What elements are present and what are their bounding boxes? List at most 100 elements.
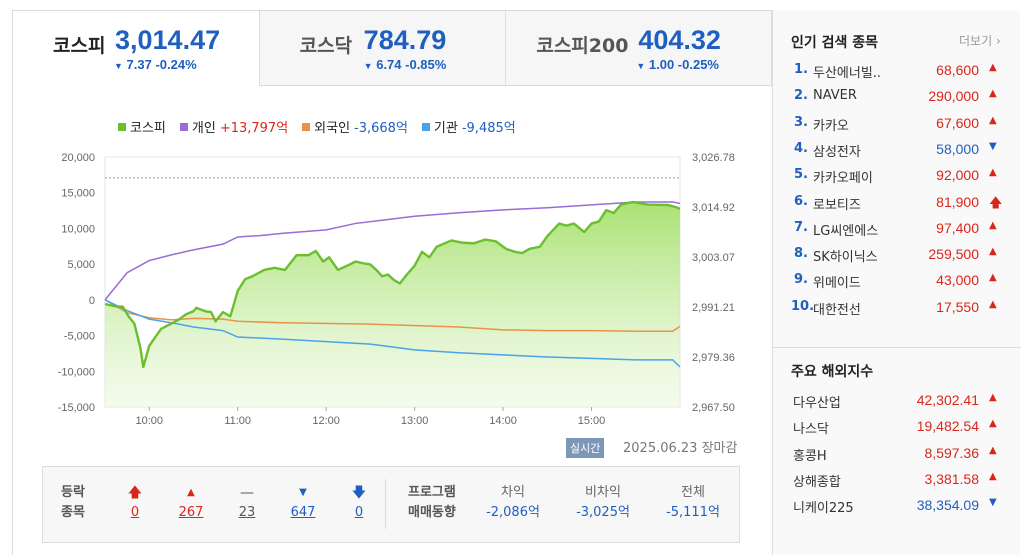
tab-change: ▼ 1.00 -0.25% bbox=[636, 57, 719, 72]
popular-item[interactable]: 1. 두산에너빌.. 68,600 ▲ bbox=[773, 62, 1021, 88]
x-tick-label: 15:00 bbox=[578, 415, 606, 427]
x-tick-label: 13:00 bbox=[401, 415, 429, 427]
stock-name[interactable]: 로보티즈 bbox=[813, 197, 861, 213]
popular-item[interactable]: 10. 대한전선 17,550 ▲ bbox=[773, 299, 1021, 325]
legend-name: 기관 bbox=[433, 121, 458, 136]
stock-name[interactable]: LG씨엔에스 bbox=[813, 223, 879, 239]
up-arrow-icon: ▲ bbox=[989, 444, 997, 456]
rank: 7. bbox=[794, 219, 808, 235]
up-arrow-icon: ▲ bbox=[989, 298, 997, 310]
breadth-count[interactable]: 23 bbox=[238, 505, 256, 520]
y-right-tick-label: 3,014.92 bbox=[692, 202, 735, 214]
world-index-item[interactable]: 상해종합 3,381.58 ▲ bbox=[773, 471, 1021, 497]
down-triangle-icon: ▼ bbox=[636, 61, 646, 71]
index-value: 8,597.36 bbox=[924, 444, 980, 461]
tab-value: 404.32 bbox=[638, 25, 721, 55]
tab-kosdaq[interactable]: 코스닥 784.79 ▼ 6.74 -0.85% bbox=[259, 10, 507, 86]
breadth-count[interactable]: 0 bbox=[354, 505, 364, 520]
world-title: 주요 해외지수 bbox=[791, 364, 874, 380]
y-left-tick-label: 15,000 bbox=[61, 188, 95, 200]
rank: 6. bbox=[794, 193, 808, 209]
divider bbox=[385, 479, 386, 529]
x-tick-label: 12:00 bbox=[312, 415, 340, 427]
popular-item[interactable]: 9. 위메이드 43,000 ▲ bbox=[773, 272, 1021, 298]
down-arrow-icon: ▼ bbox=[989, 497, 997, 509]
world-index-item[interactable]: 나스닥 19,482.54 ▲ bbox=[773, 418, 1021, 444]
world-index-item[interactable]: 니케이225 38,354.09 ▼ bbox=[773, 497, 1021, 523]
world-index-item[interactable]: 홍콩H 8,597.36 ▲ bbox=[773, 445, 1021, 471]
more-label: 더보기 bbox=[959, 34, 993, 48]
popular-item[interactable]: 2. NAVER 290,000 ▲ bbox=[773, 88, 1021, 114]
index-name[interactable]: 다우산업 bbox=[793, 396, 841, 411]
stock-price: 81,900 bbox=[936, 193, 979, 210]
y-right-tick-label: 2,967.50 bbox=[692, 402, 735, 414]
stock-name[interactable]: 두산에너빌.. bbox=[813, 66, 882, 81]
index-value: 19,482.54 bbox=[916, 418, 979, 435]
divider bbox=[773, 347, 1021, 348]
stock-price: 92,000 bbox=[936, 167, 979, 184]
legend-item-foreign: 외국인 -3,668억 bbox=[302, 117, 408, 136]
change-text: 6.74 -0.85% bbox=[376, 57, 447, 72]
up-arrow-icon: ▲ bbox=[989, 167, 997, 179]
y-left-tick-label: 5,000 bbox=[67, 259, 95, 271]
up-arrow-icon: ▲ bbox=[989, 246, 997, 258]
up-arrow-icon: ▲ bbox=[989, 219, 997, 231]
popular-item[interactable]: 4. 삼성전자 58,000 ▼ bbox=[773, 141, 1021, 167]
stock-name[interactable]: 위메이드 bbox=[813, 276, 861, 292]
intraday-chart[interactable]: 20,000 15,000 10,000 5,000 0 -5,000 -10,000 -15… bbox=[13, 87, 773, 432]
popular-item[interactable]: 3. 카카오 67,600 ▲ bbox=[773, 115, 1021, 141]
breadth-count[interactable]: 647 bbox=[290, 505, 316, 520]
more-link[interactable]: 더보기 › bbox=[959, 32, 1001, 49]
y-left-tick-label: 10,000 bbox=[61, 223, 95, 235]
breadth-rise: ▲ 267 bbox=[171, 483, 211, 523]
stock-name[interactable]: 카카오페이 bbox=[813, 171, 873, 187]
up-arrow-icon: ▲ bbox=[989, 114, 997, 126]
breadth-count[interactable]: 267 bbox=[178, 505, 204, 520]
breadth-label-line2: 종목 bbox=[61, 505, 85, 520]
stock-name[interactable]: NAVER bbox=[813, 88, 857, 104]
tab-change: ▼ 7.37 -0.24% bbox=[114, 57, 197, 72]
index-name[interactable]: 홍콩H bbox=[793, 448, 827, 464]
popular-item[interactable]: 6. 로보티즈 81,900 🡅 bbox=[773, 194, 1021, 220]
program-header: 차익 bbox=[501, 485, 525, 500]
stock-price: 97,400 bbox=[936, 219, 979, 236]
rank: 10. bbox=[791, 298, 815, 314]
upper-limit-icon: 🡅 bbox=[127, 485, 143, 501]
breadth-count[interactable]: 0 bbox=[130, 505, 140, 520]
stock-name[interactable]: 삼성전자 bbox=[813, 144, 861, 160]
tab-name: 코스피200 bbox=[536, 35, 629, 57]
x-tick-label: 10:00 bbox=[135, 415, 163, 427]
change-text: 7.37 -0.24% bbox=[126, 57, 197, 72]
series-line-외국인 bbox=[104, 299, 681, 333]
stock-name[interactable]: SK하이닉스 bbox=[813, 250, 878, 266]
index-name[interactable]: 나스닥 bbox=[793, 422, 829, 438]
legend-item-individual: 개인 +13,797억 bbox=[179, 117, 288, 136]
series-line-기관 bbox=[104, 299, 681, 368]
tab-kospi200[interactable]: 코스피200 404.32 ▼ 1.00 -0.25% bbox=[506, 10, 772, 86]
stock-name[interactable]: 대한전선 bbox=[813, 302, 861, 318]
popular-item[interactable]: 7. LG씨엔에스 97,400 ▲ bbox=[773, 220, 1021, 246]
index-name[interactable]: 상해종합 bbox=[793, 474, 841, 490]
rank: 2. bbox=[794, 88, 808, 104]
index-value: 38,354.09 bbox=[916, 497, 979, 514]
stock-price: 67,600 bbox=[936, 114, 979, 131]
y-left-tick-label: -10,000 bbox=[58, 366, 95, 378]
stock-price: 58,000 bbox=[936, 140, 979, 157]
legend-item-institution: 기관 -9,485억 bbox=[421, 117, 516, 136]
index-name[interactable]: 니케이225 bbox=[793, 501, 854, 517]
stock-name[interactable]: 카카오 bbox=[813, 118, 849, 134]
timestamp: 2025.06.23 장마감 bbox=[623, 441, 738, 456]
popular-title: 인기 검색 종목 bbox=[791, 35, 879, 51]
rank: 9. bbox=[794, 272, 808, 288]
realtime-badge: 실시간 bbox=[566, 438, 605, 458]
chart-legend: 코스피 개인 +13,797억 외국인 -3,668억 기관 -9,485억 bbox=[118, 117, 516, 136]
rank: 8. bbox=[794, 246, 808, 262]
program-label-line2: 매매동향 bbox=[408, 505, 456, 520]
tab-kospi[interactable]: 코스피 3,014.47 ▼ 7.37 -0.24% bbox=[13, 10, 260, 86]
program-header: 비차익 bbox=[585, 485, 621, 500]
popular-item[interactable]: 8. SK하이닉스 259,500 ▲ bbox=[773, 246, 1021, 272]
rank: 5. bbox=[794, 167, 808, 183]
popular-item[interactable]: 5. 카카오페이 92,000 ▲ bbox=[773, 167, 1021, 193]
world-index-item[interactable]: 다우산업 42,302.41 ▲ bbox=[773, 392, 1021, 418]
index-value: 42,302.41 bbox=[916, 392, 979, 408]
